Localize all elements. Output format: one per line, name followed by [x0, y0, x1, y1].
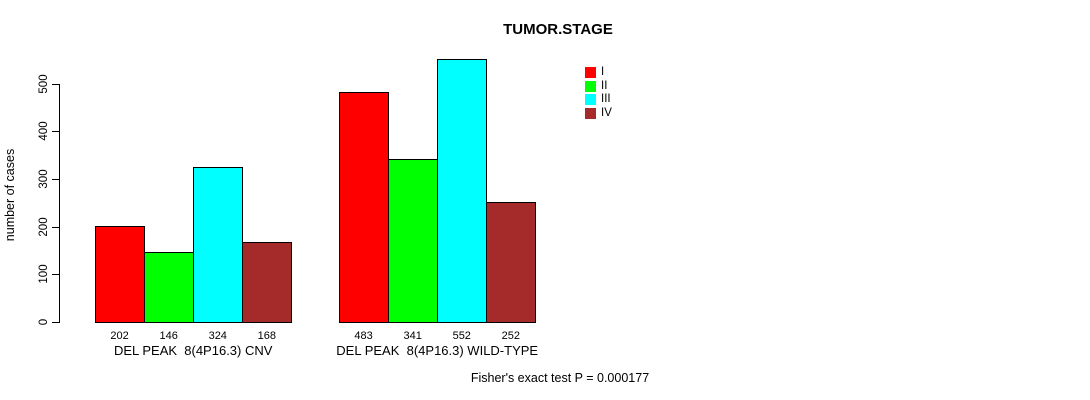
y-axis-tick-label: 400	[38, 121, 50, 141]
y-axis-tick-label: 300	[38, 169, 50, 189]
legend-swatch-I	[585, 67, 596, 79]
legend-label-I: I	[601, 66, 605, 79]
legend: I II III IV	[585, 66, 612, 120]
bar-value-label: 483	[354, 330, 373, 342]
bar-value-label: 252	[501, 330, 521, 342]
legend-item-III: III	[585, 93, 612, 107]
legend-swatch-IV	[585, 108, 596, 120]
legend-swatch-III	[585, 94, 596, 106]
legend-label-IV: IV	[601, 107, 612, 120]
y-axis-title: number of cases	[3, 148, 17, 242]
y-axis-tick	[52, 226, 60, 228]
y-axis-tick-label: 500	[38, 73, 50, 94]
category-label-group1: DEL PEAK 8(4P16.3) CNV	[113, 343, 273, 358]
legend-item-I: I	[585, 66, 612, 80]
bar-group1-stage-I	[95, 225, 146, 323]
chart-title: TUMOR.STAGE	[503, 21, 613, 38]
y-axis-tick-label: 200	[38, 217, 50, 237]
y-axis-tick	[52, 322, 60, 323]
bar-group2-stage-I	[339, 91, 390, 323]
bar-group2-stage-III	[437, 58, 488, 323]
bar-value-label: 202	[110, 330, 129, 342]
y-axis-tick-label: 100	[38, 264, 50, 284]
y-axis-tick	[52, 274, 60, 276]
y-axis-tick	[52, 83, 60, 85]
legend-item-IV: IV	[585, 107, 612, 121]
legend-item-II: II	[585, 80, 612, 94]
bar-value-label: 324	[208, 330, 227, 342]
legend-label-II: II	[601, 79, 608, 92]
bar-value-label: 146	[159, 330, 178, 342]
legend-swatch-II	[585, 80, 596, 92]
bar-group1-stage-III	[193, 167, 244, 323]
bar-value-label: 341	[403, 330, 422, 342]
bar-value-label: 168	[257, 330, 277, 342]
y-axis-tick	[52, 131, 60, 133]
fisher-test-annotation: Fisher's exact test P = 0.000177	[470, 371, 650, 385]
y-axis-tick	[52, 178, 60, 180]
bar-group2-stage-IV	[486, 201, 537, 323]
category-label-group2: DEL PEAK 8(4P16.3) WILD-TYPE	[336, 343, 539, 358]
bar-group2-stage-II	[388, 159, 439, 323]
bar-group1-stage-IV	[242, 241, 293, 323]
y-axis-tick-label: 0	[38, 318, 50, 326]
bar-group1-stage-II	[144, 252, 195, 323]
y-axis-line	[59, 83, 60, 323]
bar-value-label: 552	[452, 330, 471, 342]
legend-label-III: III	[601, 93, 611, 106]
